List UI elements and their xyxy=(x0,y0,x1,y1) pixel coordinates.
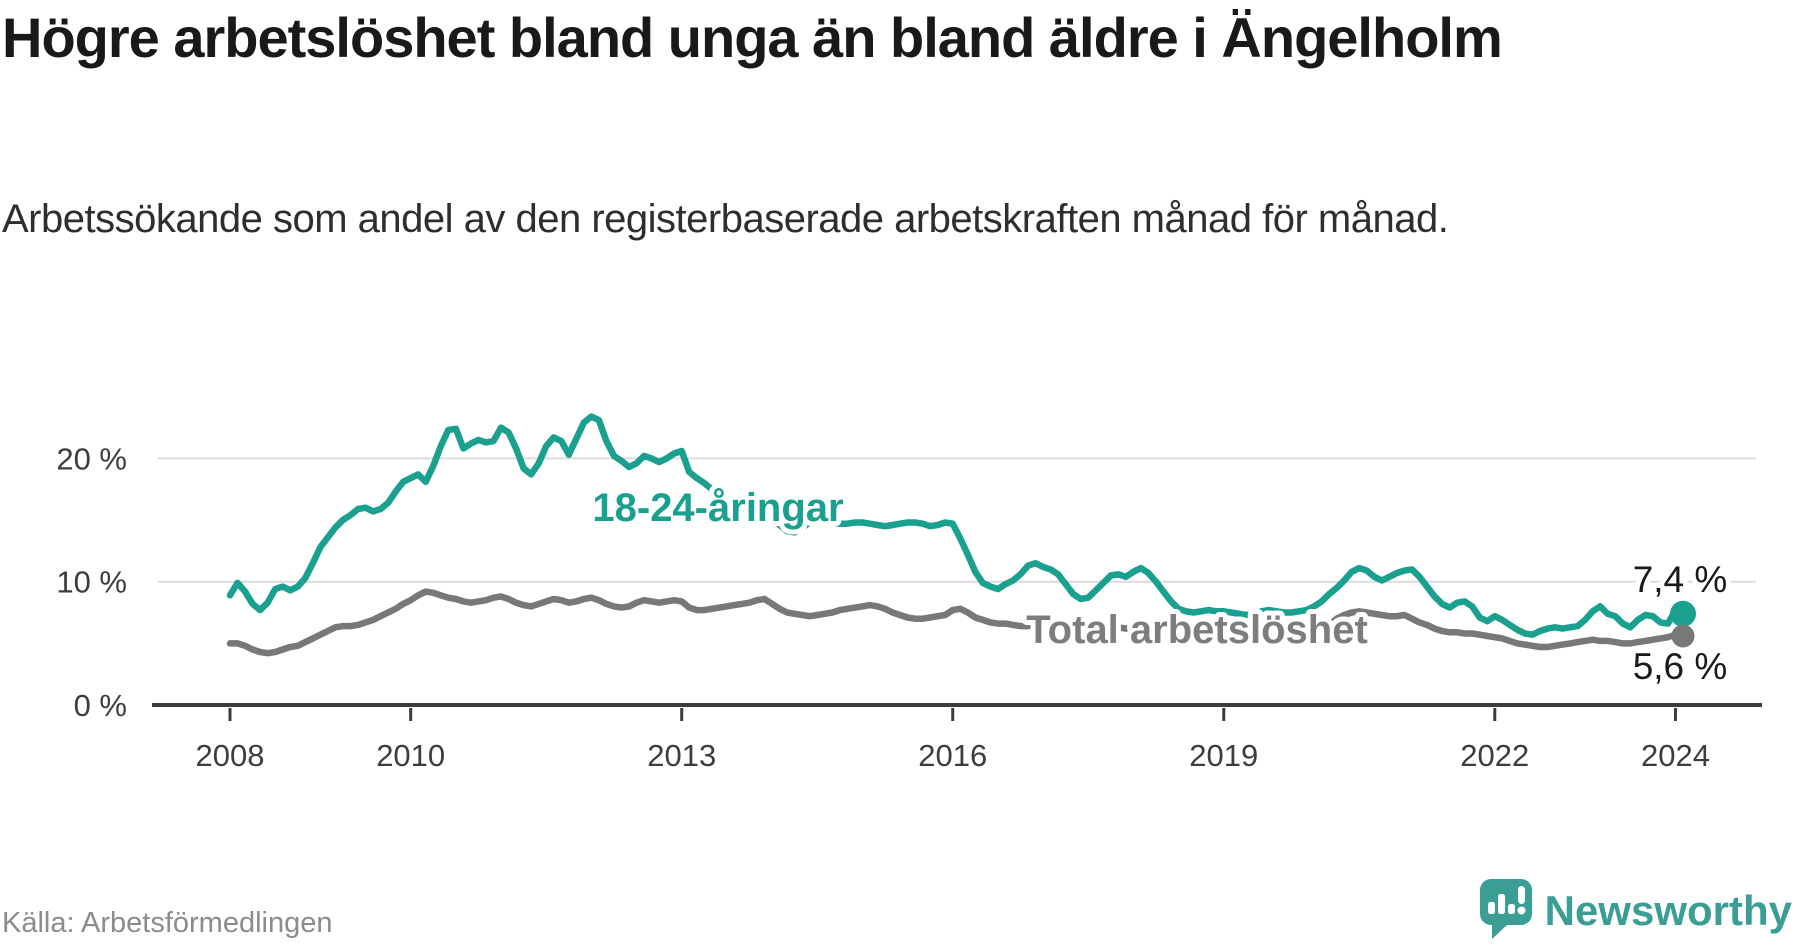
newsworthy-speech-bubble-icon xyxy=(1479,879,1532,939)
x-axis-tick-label: 2013 xyxy=(647,738,716,773)
source-note: Källa: Arbetsförmedlingen xyxy=(2,907,333,939)
chart-title: Högre arbetslöshet bland unga än bland ä… xyxy=(2,6,1503,69)
end-label-total: 5,6 % xyxy=(1633,646,1728,687)
end-dot-young xyxy=(1670,600,1696,627)
end-label-young: 7,4 % xyxy=(1633,559,1728,600)
series-label-total: Total arbetslöshet xyxy=(1026,608,1368,652)
brand-name: Newsworthy xyxy=(1544,886,1792,934)
brand-logo[interactable]: Newsworthy xyxy=(1479,879,1792,942)
series-line-total xyxy=(226,588,1687,657)
y-axis-tick-label: 10 % xyxy=(56,565,127,600)
x-axis-tick-label: 2016 xyxy=(918,738,987,773)
y-axis-tick-label: 0 % xyxy=(74,688,127,723)
y-axis-tick-label: 20 % xyxy=(56,441,127,476)
x-axis-tick-label: 2024 xyxy=(1641,738,1710,773)
x-axis-tick-label: 2008 xyxy=(196,738,265,773)
x-axis-tick-label: 2010 xyxy=(376,738,445,773)
end-dot-total xyxy=(1671,624,1695,648)
x-axis-tick-label: 2019 xyxy=(1189,738,1258,773)
series-label-young: 18-24-åringar xyxy=(592,486,843,530)
x-axis-tick-label: 2022 xyxy=(1460,738,1529,773)
chart-subtitle: Arbetssökande som andel av den registerb… xyxy=(2,197,1449,241)
series-line-young xyxy=(226,413,1687,638)
